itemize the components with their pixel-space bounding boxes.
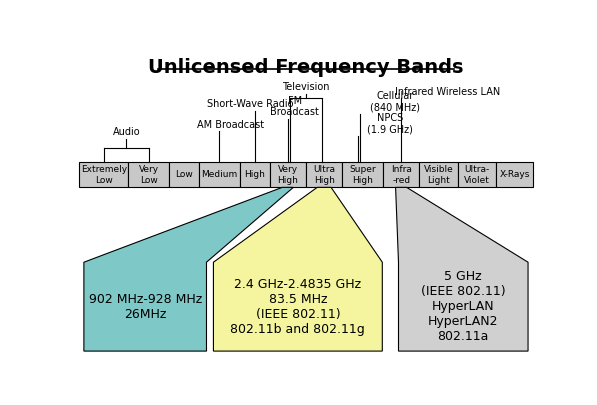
- Text: Super
High: Super High: [349, 165, 376, 185]
- Text: AM Broadcast: AM Broadcast: [198, 120, 264, 130]
- FancyBboxPatch shape: [306, 162, 342, 188]
- Text: Ultra
High: Ultra High: [313, 165, 335, 185]
- Text: Infrared Wireless LAN: Infrared Wireless LAN: [395, 87, 500, 97]
- Text: 2.4 GHz-2.4835 GHz
83.5 MHz
(IEEE 802.11)
802.11b and 802.11g: 2.4 GHz-2.4835 GHz 83.5 MHz (IEEE 802.11…: [230, 278, 365, 336]
- Polygon shape: [214, 188, 382, 351]
- FancyBboxPatch shape: [169, 162, 199, 188]
- Polygon shape: [84, 188, 293, 351]
- Text: X-Rays: X-Rays: [499, 171, 530, 179]
- FancyBboxPatch shape: [270, 162, 306, 188]
- Polygon shape: [396, 188, 528, 351]
- FancyBboxPatch shape: [199, 162, 239, 188]
- Text: FM
Broadcast: FM Broadcast: [270, 96, 319, 117]
- Text: Infra
-red: Infra -red: [390, 165, 411, 185]
- Text: Television: Television: [282, 82, 330, 92]
- Text: Medium: Medium: [201, 171, 238, 179]
- FancyBboxPatch shape: [342, 162, 383, 188]
- Text: NPCS
(1.9 GHz): NPCS (1.9 GHz): [368, 113, 413, 134]
- Text: Visible
Light: Visible Light: [424, 165, 454, 185]
- Text: Extremely
Low: Extremely Low: [81, 165, 127, 185]
- Text: Unlicensed Frequency Bands: Unlicensed Frequency Bands: [148, 58, 464, 77]
- Text: Ultra-
Violet: Ultra- Violet: [464, 165, 490, 185]
- Text: Audio: Audio: [112, 128, 140, 137]
- Text: Cellular
(840 MHz): Cellular (840 MHz): [370, 91, 420, 113]
- FancyBboxPatch shape: [128, 162, 169, 188]
- Text: Very
High: Very High: [278, 165, 298, 185]
- Text: Short-Wave Radio: Short-Wave Radio: [207, 99, 293, 109]
- FancyBboxPatch shape: [419, 162, 458, 188]
- Text: High: High: [244, 171, 265, 179]
- FancyBboxPatch shape: [79, 162, 128, 188]
- FancyBboxPatch shape: [458, 162, 496, 188]
- FancyBboxPatch shape: [239, 162, 270, 188]
- FancyBboxPatch shape: [383, 162, 419, 188]
- FancyBboxPatch shape: [496, 162, 533, 188]
- Text: 902 MHz-928 MHz
26MHz: 902 MHz-928 MHz 26MHz: [88, 293, 202, 321]
- Text: Very
Low: Very Low: [139, 165, 159, 185]
- Text: 5 GHz
(IEEE 802.11)
HyperLAN
HyperLAN2
802.11a: 5 GHz (IEEE 802.11) HyperLAN HyperLAN2 8…: [421, 270, 506, 343]
- Text: Low: Low: [175, 171, 193, 179]
